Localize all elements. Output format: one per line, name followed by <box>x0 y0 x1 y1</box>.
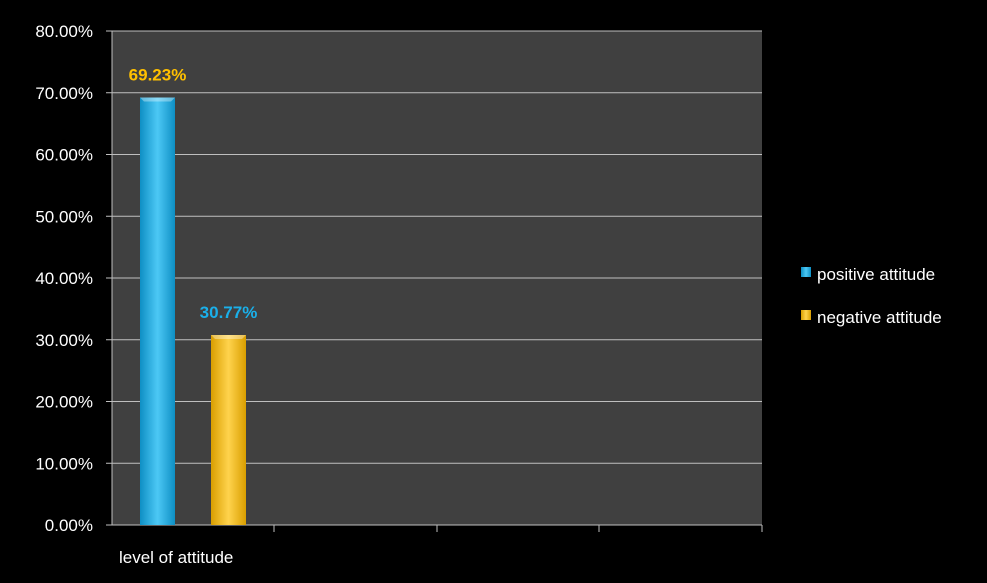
y-tick-label: 10.00% <box>35 454 93 473</box>
y-tick-label: 70.00% <box>35 84 93 103</box>
y-tick-label: 50.00% <box>35 207 93 226</box>
y-tick-label: 60.00% <box>35 146 93 165</box>
data-label: 30.77% <box>200 303 258 322</box>
bar-positive-attitude <box>140 97 175 525</box>
y-tick-label: 30.00% <box>35 331 93 350</box>
x-category-label: level of attitude <box>119 548 233 567</box>
y-tick-label: 40.00% <box>35 269 93 288</box>
y-tick-label: 20.00% <box>35 393 93 412</box>
y-tick-label: 80.00% <box>35 22 93 41</box>
bars <box>140 97 246 525</box>
bar-negative-attitude <box>211 334 246 525</box>
bar-bevel <box>140 97 175 102</box>
legend-label-positive: positive attitude <box>817 265 935 284</box>
data-labels: 69.23% 30.77% <box>129 66 258 322</box>
bar-bevel <box>211 334 246 339</box>
legend-label-negative: negative attitude <box>817 308 942 327</box>
axes: 0.00% 10.00% 20.00% 30.00% 40.00% 50.00% 60.00… <box>35 22 763 567</box>
legend-swatch-positive <box>801 267 811 277</box>
legend: positive attitude negative attitude <box>801 265 942 327</box>
data-label: 69.23% <box>129 66 187 85</box>
y-tick-label: 0.00% <box>45 516 93 535</box>
legend-swatch-negative <box>801 310 811 320</box>
